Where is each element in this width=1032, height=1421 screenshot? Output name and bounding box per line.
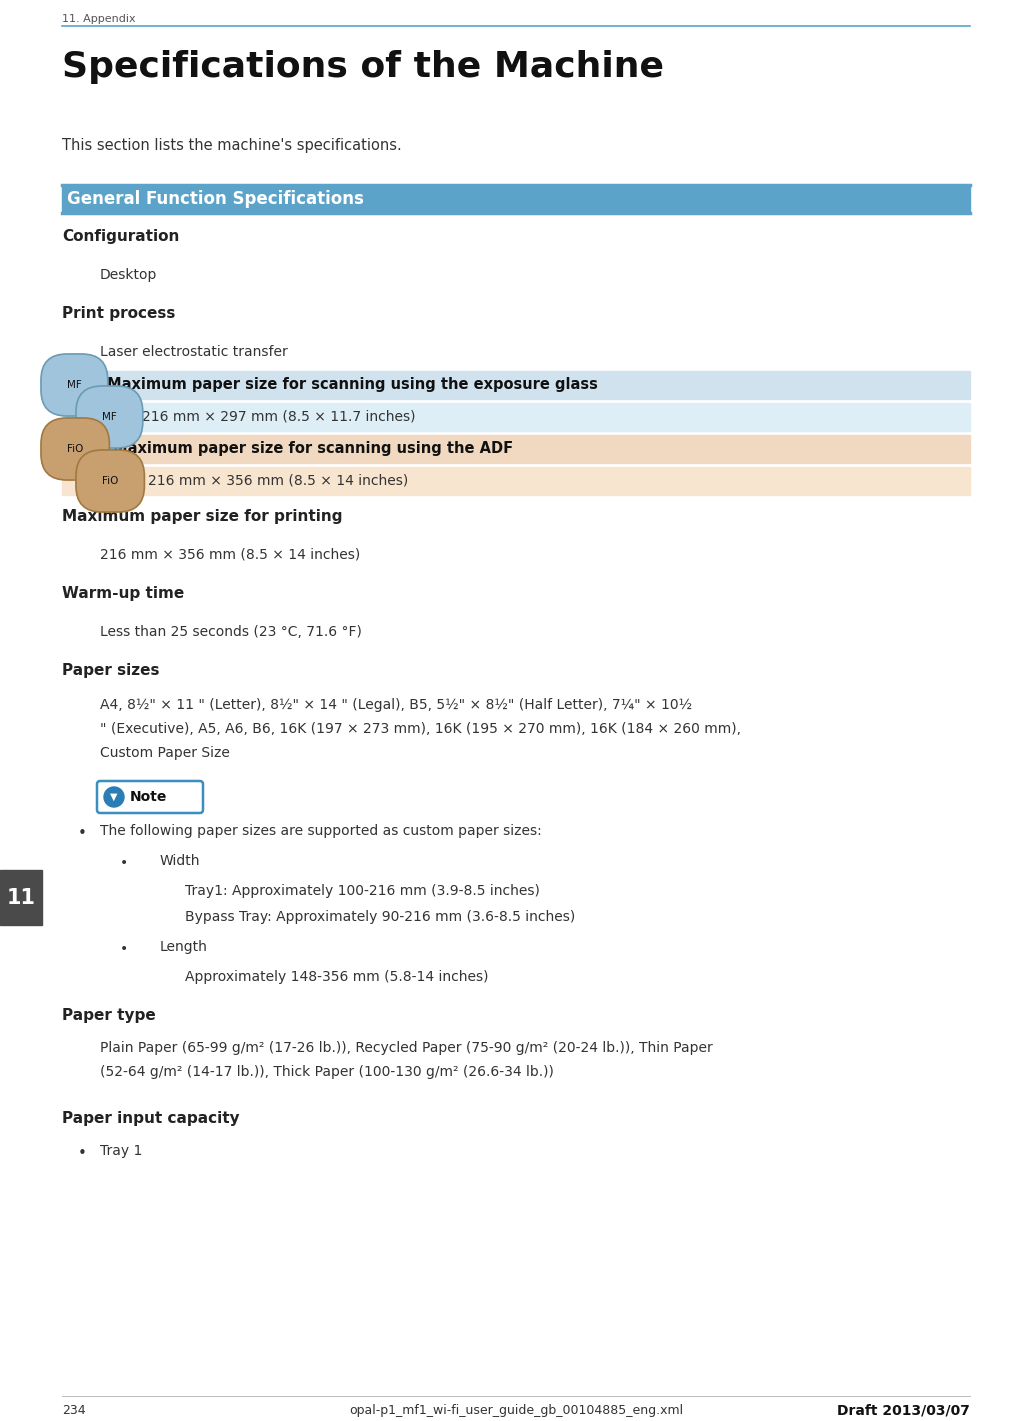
Text: opal-p1_mf1_wi-fi_user_guide_gb_00104885_eng.xml: opal-p1_mf1_wi-fi_user_guide_gb_00104885… — [349, 1404, 683, 1417]
Text: (52-64 g/m² (14-17 lb.)), Thick Paper (100-130 g/m² (26.6-34 lb.)): (52-64 g/m² (14-17 lb.)), Thick Paper (1… — [100, 1064, 554, 1079]
Bar — [0, 870, 42, 925]
Text: 11: 11 — [6, 888, 35, 908]
Text: Paper input capacity: Paper input capacity — [62, 1111, 239, 1125]
Text: General Function Specifications: General Function Specifications — [67, 190, 364, 207]
Bar — [62, 468, 970, 495]
Text: Approximately 148-356 mm (5.8-14 inches): Approximately 148-356 mm (5.8-14 inches) — [185, 971, 488, 983]
Text: Plain Paper (65-99 g/m² (17-26 lb.)), Recycled Paper (75-90 g/m² (20-24 lb.)), T: Plain Paper (65-99 g/m² (17-26 lb.)), Re… — [100, 1042, 713, 1054]
Bar — [62, 371, 970, 399]
Text: Maximum paper size for printing: Maximum paper size for printing — [62, 509, 343, 524]
Text: Bypass Tray: Approximately 90-216 mm (3.6-8.5 inches): Bypass Tray: Approximately 90-216 mm (3.… — [185, 909, 575, 924]
Text: FiO: FiO — [67, 443, 84, 453]
Text: Warm-up time: Warm-up time — [62, 585, 185, 601]
Text: A4, 8½" × 11 " (Letter), 8½" × 14 " (Legal), B5, 5½" × 8½" (Half Letter), 7¼" × : A4, 8½" × 11 " (Letter), 8½" × 14 " (Leg… — [100, 698, 692, 712]
Text: MF: MF — [67, 379, 82, 389]
Text: Width: Width — [160, 854, 200, 868]
Text: Maximum paper size for scanning using the exposure glass: Maximum paper size for scanning using th… — [107, 378, 598, 392]
Text: This section lists the machine's specifications.: This section lists the machine's specifi… — [62, 138, 401, 153]
Text: 216 mm × 297 mm (8.5 × 11.7 inches): 216 mm × 297 mm (8.5 × 11.7 inches) — [142, 411, 416, 423]
Text: Maximum paper size for scanning using the ADF: Maximum paper size for scanning using th… — [112, 442, 513, 456]
Text: 216 mm × 356 mm (8.5 × 14 inches): 216 mm × 356 mm (8.5 × 14 inches) — [100, 549, 360, 561]
Text: Note: Note — [130, 790, 167, 804]
Text: •: • — [120, 942, 128, 956]
Text: Tray1: Approximately 100-216 mm (3.9-8.5 inches): Tray1: Approximately 100-216 mm (3.9-8.5… — [185, 884, 540, 898]
Text: Configuration: Configuration — [62, 229, 180, 244]
Text: Length: Length — [160, 941, 207, 953]
Text: Desktop: Desktop — [100, 269, 157, 281]
Bar — [62, 404, 970, 431]
Text: •: • — [120, 855, 128, 870]
Text: Paper type: Paper type — [62, 1007, 156, 1023]
Text: FiO: FiO — [102, 476, 119, 486]
Text: ▼: ▼ — [110, 791, 118, 801]
Text: MF: MF — [102, 412, 117, 422]
Text: Paper sizes: Paper sizes — [62, 664, 160, 678]
Circle shape — [104, 787, 124, 807]
Text: Tray 1: Tray 1 — [100, 1144, 142, 1158]
Text: 11. Appendix: 11. Appendix — [62, 14, 135, 24]
Text: 234: 234 — [62, 1404, 86, 1417]
Bar — [62, 185, 970, 213]
Text: " (Executive), A5, A6, B6, 16K (197 × 273 mm), 16K (195 × 270 mm), 16K (184 × 26: " (Executive), A5, A6, B6, 16K (197 × 27… — [100, 722, 741, 736]
Text: Print process: Print process — [62, 306, 175, 321]
Text: Less than 25 seconds (23 °C, 71.6 °F): Less than 25 seconds (23 °C, 71.6 °F) — [100, 625, 362, 639]
Text: 216 mm × 356 mm (8.5 × 14 inches): 216 mm × 356 mm (8.5 × 14 inches) — [148, 475, 409, 487]
Text: The following paper sizes are supported as custom paper sizes:: The following paper sizes are supported … — [100, 824, 542, 838]
Bar — [62, 435, 970, 463]
Text: •: • — [78, 826, 87, 841]
Text: •: • — [78, 1145, 87, 1161]
FancyBboxPatch shape — [97, 782, 203, 813]
Text: Draft 2013/03/07: Draft 2013/03/07 — [837, 1404, 970, 1418]
Text: Laser electrostatic transfer: Laser electrostatic transfer — [100, 345, 288, 360]
Text: Custom Paper Size: Custom Paper Size — [100, 746, 230, 760]
Text: Specifications of the Machine: Specifications of the Machine — [62, 50, 664, 84]
